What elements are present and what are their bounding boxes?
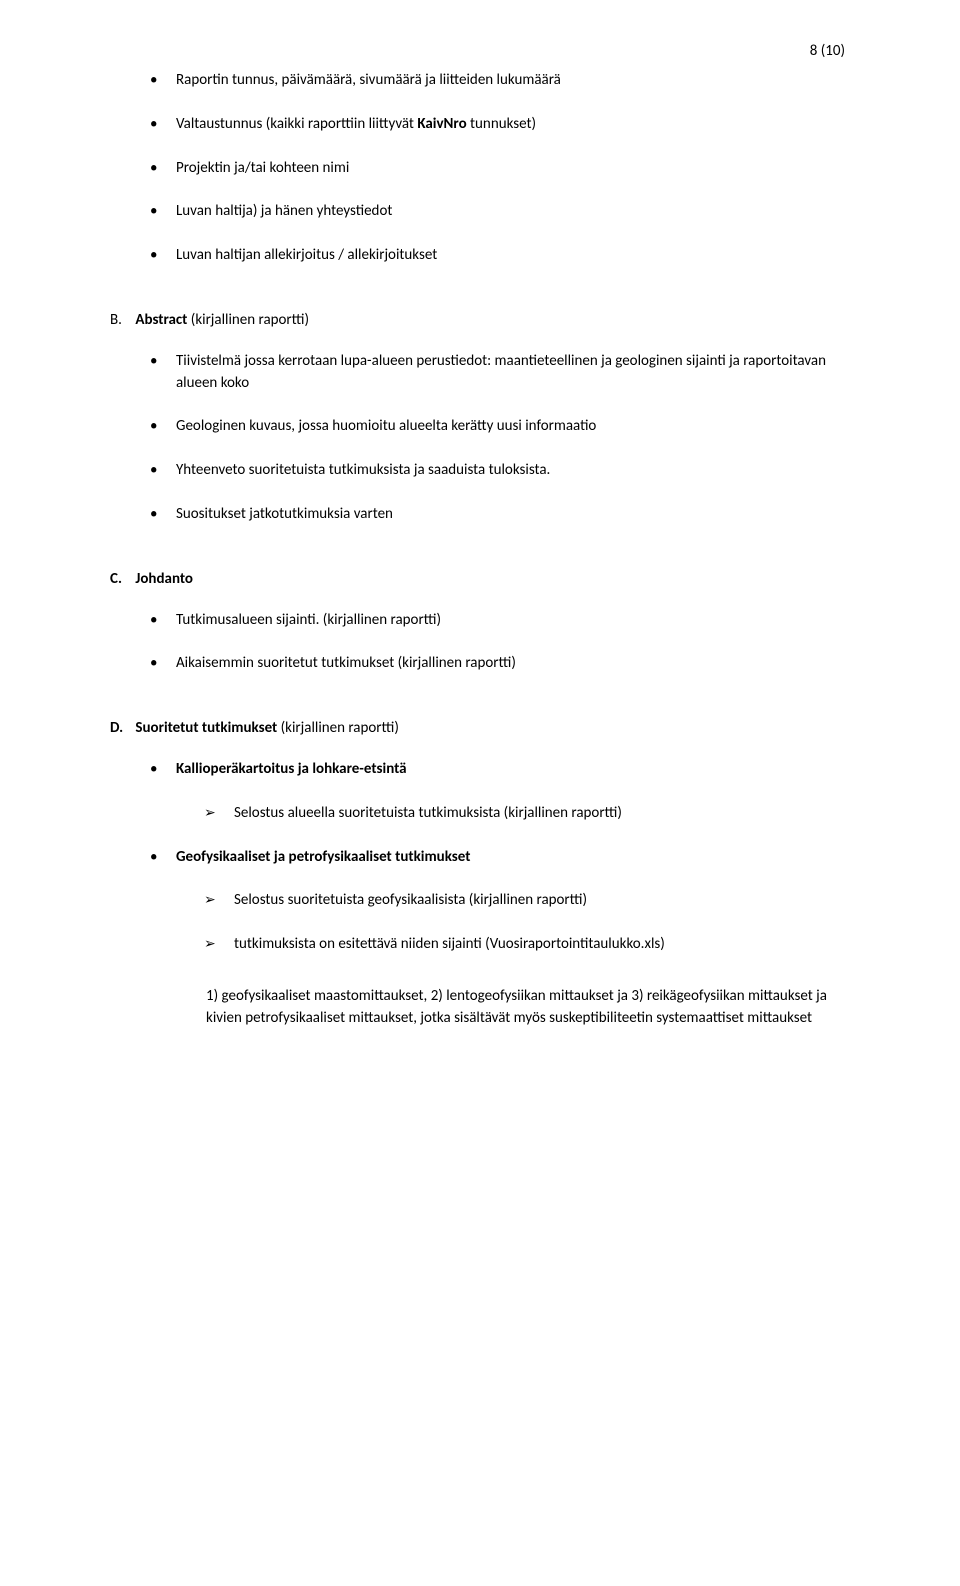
- list-item-text: Luvan haltijan allekirjoitus / allekirjo…: [176, 246, 437, 264]
- page-number: 8 (10): [810, 42, 845, 60]
- top-bullet-block: Raportin tunnus, päivämäärä, sivumäärä j…: [110, 70, 850, 267]
- section-c: C. Johdanto Tutkimusalueen sijainti. (ki…: [110, 570, 850, 676]
- list-item-text: Aikaisemmin suoritetut tutkimukset (kirj…: [176, 654, 516, 672]
- section-label: B.: [110, 311, 132, 329]
- section-title-rest: (kirjallinen raportti): [187, 311, 309, 329]
- sub-list-item-text: tutkimuksista on esitettävä niiden sijai…: [234, 935, 665, 953]
- list-item-text: Tutkimusalueen sijainti. (kirjallinen ra…: [176, 611, 441, 629]
- section-b: B. Abstract (kirjallinen raportti) Tiivi…: [110, 311, 850, 526]
- list-item-text: Projektin ja/tai kohteen nimi: [176, 159, 349, 177]
- section-b-list: Tiivistelmä jossa kerrotaan lupa-alueen …: [110, 351, 850, 526]
- list-item: Luvan haltija) ja hänen yhteystiedot: [150, 201, 850, 223]
- list-item: Luvan haltijan allekirjoitus / allekirjo…: [150, 245, 850, 267]
- sub-list-item: tutkimuksista on esitettävä niiden sijai…: [204, 934, 850, 956]
- list-item-text: Suositukset jatkotutkimuksia varten: [176, 505, 393, 523]
- list-item: Geofysikaaliset ja petrofysikaaliset tut…: [150, 847, 850, 956]
- section-label: C.: [110, 570, 132, 588]
- section-c-list: Tutkimusalueen sijainti. (kirjallinen ra…: [110, 610, 850, 676]
- list-item-text: Raportin tunnus, päivämäärä, sivumäärä j…: [176, 71, 561, 89]
- section-title-bold: Johdanto: [135, 570, 193, 588]
- list-item: Geologinen kuvaus, jossa huomioitu aluee…: [150, 416, 850, 438]
- body-paragraph: 1) geofysikaaliset maastomittaukset, 2) …: [110, 986, 850, 1030]
- list-item-text: Yhteenveto suoritetuista tutkimuksista j…: [176, 461, 550, 479]
- list-item-bold: Kallioperäkartoitus ja lohkare-etsintä: [176, 760, 407, 778]
- sub-list-item-text: Selostus suoritetuista geofysikaalisista…: [234, 891, 587, 909]
- section-title-bold: Suoritetut tutkimukset: [135, 719, 277, 737]
- list-item: Yhteenveto suoritetuista tutkimuksista j…: [150, 460, 850, 482]
- list-item: Kallioperäkartoitus ja lohkare-etsintä S…: [150, 759, 850, 825]
- section-title-bold: Abstract: [135, 311, 187, 329]
- list-item: Raportin tunnus, päivämäärä, sivumäärä j…: [150, 70, 850, 92]
- list-item-text: tunnukset): [467, 115, 536, 133]
- section-title-rest: (kirjallinen raportti): [277, 719, 399, 737]
- section-heading: B. Abstract (kirjallinen raportti): [110, 311, 850, 329]
- list-item-text: Tiivistelmä jossa kerrotaan lupa-alueen …: [176, 352, 826, 392]
- section-d: D. Suoritetut tutkimukset (kirjallinen r…: [110, 719, 850, 956]
- list-item: Valtaustunnus (kaikki raporttiin liittyv…: [150, 114, 850, 136]
- top-bullet-list: Raportin tunnus, päivämäärä, sivumäärä j…: [110, 70, 850, 267]
- list-item: Tutkimusalueen sijainti. (kirjallinen ra…: [150, 610, 850, 632]
- page: 8 (10) Raportin tunnus, päivämäärä, sivu…: [0, 0, 960, 1586]
- list-item-bold: Geofysikaaliset ja petrofysikaaliset tut…: [176, 848, 470, 866]
- list-item-text: Valtaustunnus (kaikki raporttiin liittyv…: [176, 115, 417, 133]
- list-item: Suositukset jatkotutkimuksia varten: [150, 504, 850, 526]
- list-item: Aikaisemmin suoritetut tutkimukset (kirj…: [150, 653, 850, 675]
- list-item-text: Geologinen kuvaus, jossa huomioitu aluee…: [176, 417, 596, 435]
- sub-list-item-text: Selostus alueella suoritetuista tutkimuk…: [234, 804, 622, 822]
- section-heading: D. Suoritetut tutkimukset (kirjallinen r…: [110, 719, 850, 737]
- list-item-bold: KaivNro: [417, 115, 466, 133]
- sub-list: Selostus suoritetuista geofysikaalisista…: [176, 890, 850, 956]
- list-item: Projektin ja/tai kohteen nimi: [150, 158, 850, 180]
- list-item: Tiivistelmä jossa kerrotaan lupa-alueen …: [150, 351, 850, 395]
- section-d-list: Kallioperäkartoitus ja lohkare-etsintä S…: [110, 759, 850, 956]
- list-item-text: Luvan haltija) ja hänen yhteystiedot: [176, 202, 392, 220]
- section-label: D.: [110, 719, 132, 737]
- sub-list-item: Selostus suoritetuista geofysikaalisista…: [204, 890, 850, 912]
- sub-list-item: Selostus alueella suoritetuista tutkimuk…: [204, 803, 850, 825]
- sub-list: Selostus alueella suoritetuista tutkimuk…: [176, 803, 850, 825]
- section-heading: C. Johdanto: [110, 570, 850, 588]
